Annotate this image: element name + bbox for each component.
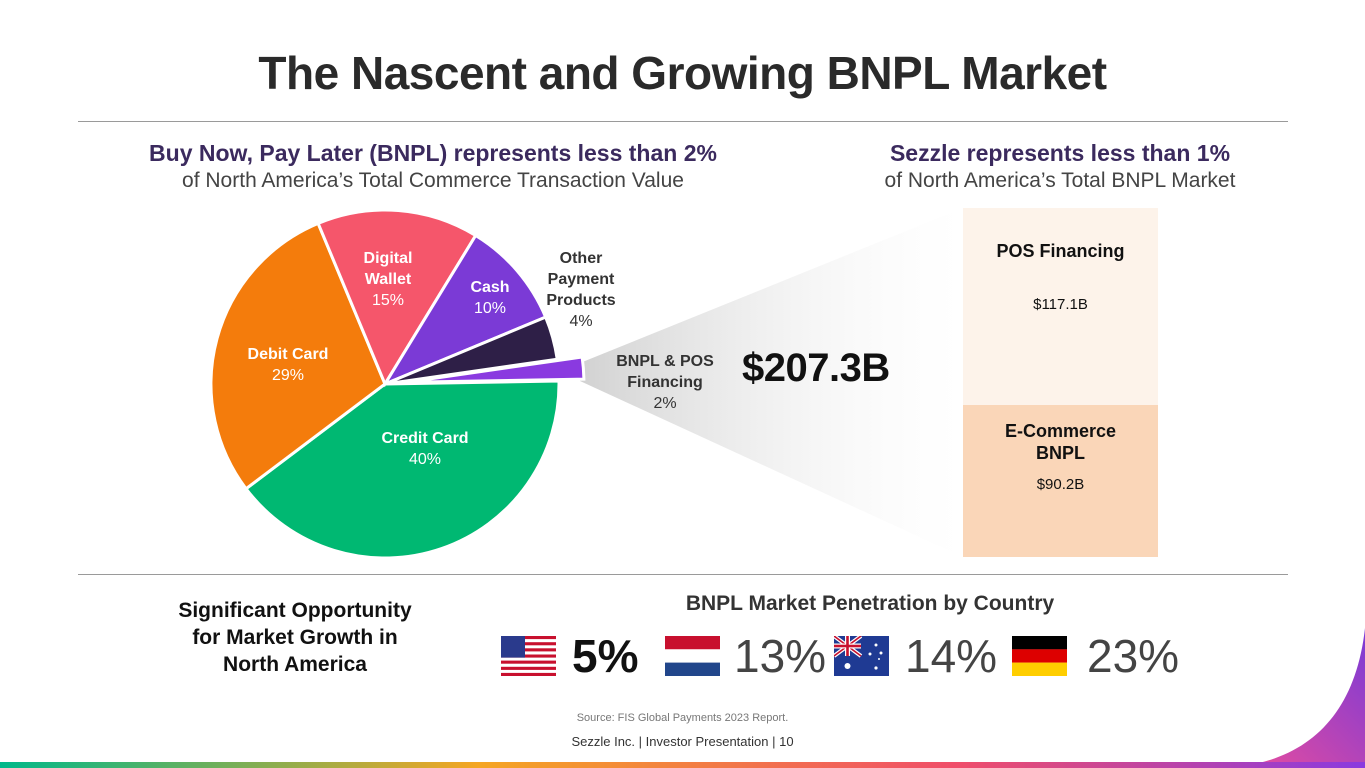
ecommerce-bnpl-label: E-Commerce BNPL [963,420,1158,464]
left-header: Buy Now, Pay Later (BNPL) represents les… [118,140,748,193]
opportunity-line: Significant Opportunity [178,599,412,622]
label-text: Wallet [364,271,412,288]
pie-slice-digital-wallet [316,208,478,388]
source-note: Source: FIS Global Payments 2023 Report. [576,712,789,724]
label-text: BNPL [1036,443,1085,463]
pie-slice-bnpl-pos-financing [406,355,586,384]
pie-slice-credit-card [243,379,561,560]
label-cash: Cash 10% [458,277,522,319]
pie-slice-cash [381,233,548,388]
label-digital-wallet: Digital Wallet 15% [350,248,426,311]
netherlands-flag-icon [665,636,720,676]
pos-financing-value: $117.1B [1033,296,1088,313]
label-value: 2% [653,395,677,412]
label-value: 10% [473,300,507,317]
label-bnpl-pos: BNPL & POS Financing 2% [602,351,728,414]
label-text: Products [546,292,616,309]
page-title: The Nascent and Growing BNPL Market [258,47,1107,99]
australia-flag-icon [834,636,889,676]
usa-penetration-value: 5% [572,630,639,682]
bottom-divider [78,574,1288,575]
label-debit-card: Debit Card 29% [230,344,346,386]
right-header-subtitle: of North America’s Total BNPL Market [884,169,1236,192]
germany-penetration-value: 23% [1087,630,1180,682]
netherlands-penetration-value: 13% [734,630,827,682]
pos-financing-label: POS Financing [996,241,1125,261]
label-text: Cash [470,279,510,296]
australia-penetration-value: 14% [905,630,998,682]
label-other-payment: Other Payment Products 4% [536,248,626,332]
label-text: Credit Card [381,430,469,447]
opportunity-text: Significant Opportunity for Market Growt… [150,597,440,678]
ecommerce-bnpl-value: $90.2B [1036,476,1085,493]
footer-text: Sezzle Inc. | Investor Presentation | 10 [571,734,794,749]
label-text: Financing [627,374,703,391]
bottom-gradient-bar [0,762,1365,768]
bnpl-expansion-wedge [580,208,963,557]
label-text: Payment [547,271,615,288]
usa-flag-icon [501,636,556,676]
right-header-title: Sezzle represents less than 1% [889,140,1231,166]
corner-decoration [1225,628,1365,768]
opportunity-line: for Market Growth in [192,626,398,649]
label-text: E-Commerce [1004,421,1117,441]
label-value: 15% [371,292,405,309]
right-header: Sezzle represents less than 1% of North … [850,140,1270,193]
label-value: 40% [408,451,442,468]
opportunity-line: North America [223,653,367,676]
pie-slice-debit-card [209,221,387,491]
label-value: 29% [271,367,305,384]
label-value: 4% [569,313,593,330]
label-text: Other [559,250,603,267]
label-text: BNPL & POS [616,353,714,370]
germany-flag-icon [1012,636,1067,676]
ecommerce-bnpl-segment: E-Commerce BNPL $90.2B [963,405,1158,557]
bnpl-total-value: $207.3B [742,346,890,390]
label-credit-card: Credit Card 40% [360,428,490,470]
label-text: Debit Card [247,346,329,363]
pos-financing-segment: POS Financing $117.1B [963,208,1158,405]
left-header-subtitle: of North America’s Total Commerce Transa… [182,169,684,192]
label-text: Digital [363,250,413,267]
left-header-title: Buy Now, Pay Later (BNPL) represents les… [149,140,717,166]
penetration-title: BNPL Market Penetration by Country [685,592,1055,615]
top-divider [78,121,1288,122]
